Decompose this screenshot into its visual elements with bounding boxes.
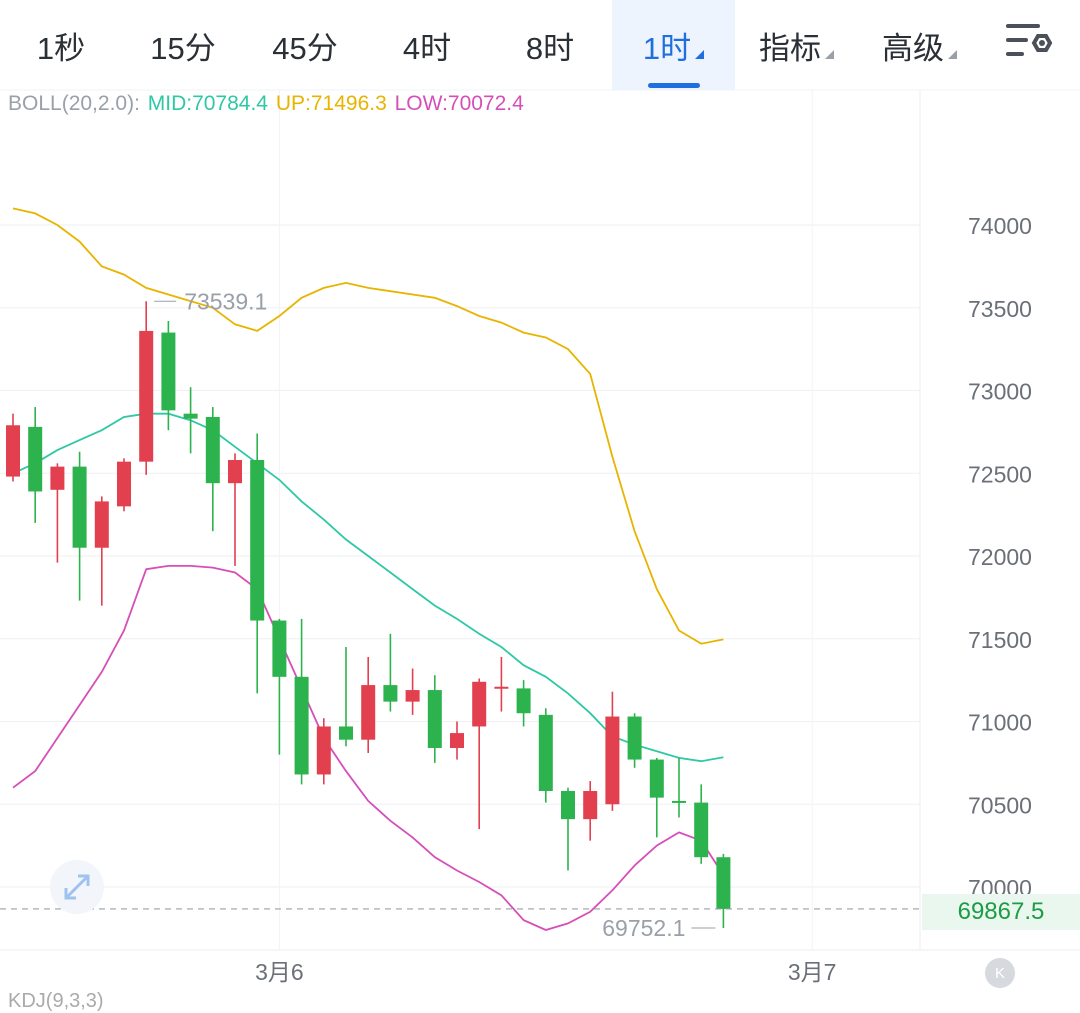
candle-body [272,620,287,677]
candle-body [250,460,265,621]
candles [6,301,731,929]
boll-up-line [12,207,724,645]
chart-grid [0,89,1080,951]
y-tick-label: 73000 [968,379,1032,405]
x-tick-label: 3月7 [788,959,837,985]
candle-body [405,690,420,702]
candle-body [316,726,331,775]
max-price-label: 73539.1 [184,288,267,314]
current-price-tag: 69867.5 [922,894,1080,930]
boll-bands [12,207,725,931]
boll-indicator-readout: BOLL(20,2.0): MID:70784.4 UP:71496.3 LOW… [8,92,526,116]
boll-up-value: UP:71496.3 [275,92,387,115]
candle-body [472,681,487,727]
y-tick-label: 72500 [968,461,1032,487]
y-tick-label: 74000 [968,213,1032,239]
candle-body [583,791,598,820]
candle-body [161,332,176,411]
y-tick-label: 72000 [968,544,1032,570]
k-button[interactable]: K [985,958,1015,988]
candle-body [94,501,109,548]
candle-body [427,690,442,748]
candle-body [649,759,664,798]
candle-body [72,466,87,548]
candle-body [494,686,509,689]
tab-6[interactable]: 指标 [735,0,858,90]
candle-body [450,733,464,748]
chart-labels: 73539.1 69752.1 [0,288,920,941]
candle-body [672,800,686,803]
tab-1[interactable]: 15分 [122,0,244,90]
tab-label: 1秒 [36,30,86,66]
dropdown-triangle-icon [825,49,834,59]
chart-settings-button[interactable] [1000,18,1056,68]
candle-body [294,676,309,775]
boll-mid-line [12,412,724,763]
candle-body [183,413,198,419]
y-tick-label: 71000 [968,710,1032,736]
tab-7[interactable]: 高级 [858,0,981,90]
tab-2[interactable]: 45分 [244,0,366,90]
boll-name: BOLL(20,2.0): [8,92,140,115]
boll-low-value: LOW:70072.4 [394,92,524,115]
candle-body [50,466,65,490]
candle-body [28,426,43,492]
y-tick-label: 70500 [968,792,1032,818]
tab-label: 高级 [882,30,944,66]
tab-0[interactable]: 1秒 [0,0,122,90]
candle-body [339,726,353,740]
candle-body [694,802,709,858]
candle-body [205,416,220,484]
candle-body [716,857,731,909]
tab-3[interactable]: 4时 [366,0,488,90]
candle-body [6,425,20,477]
candle-body [139,330,154,462]
candle-body [561,791,575,820]
tab-label: 45分 [272,30,338,66]
timeframe-tabbar: 1秒 15分 45分 4时 8时 1时 指标 高级 [0,0,1080,90]
tab-label: 8时 [525,30,575,66]
tab-label: 1时 [642,30,692,66]
tab-label: 指标 [759,30,821,66]
candle-body [627,716,642,760]
dropdown-triangle-icon [948,49,957,59]
tab-label: 15分 [150,30,216,66]
fullscreen-button[interactable] [50,860,104,914]
candle-body [516,688,531,714]
candle-body [605,716,620,805]
candle-body [383,685,398,702]
y-tick-label: 73500 [968,296,1032,322]
candle-body [228,460,242,484]
min-price-label: 69752.1 [602,915,685,941]
dropdown-triangle-icon [695,49,705,59]
candle-body [117,461,131,507]
active-tab-indicator [647,83,700,88]
boll-mid-value: MID:70784.4 [147,92,268,115]
chart-settings-icon [1006,24,1053,56]
tab-label: 4时 [402,30,452,66]
expand-icon [64,874,90,900]
x-tick-label: 3月6 [255,959,304,985]
boll-low-line [12,565,725,931]
tab-4[interactable]: 8时 [488,0,612,90]
candle-body [361,685,376,740]
sub-indicator-label: KDJ(9,3,3) [8,990,104,1012]
tab-5[interactable]: 1时 [612,0,735,90]
y-tick-label: 71500 [968,627,1032,653]
price-axis: 74000 73500 73000 72500 72000 71500 71000 70500… [255,213,1032,985]
candle-body [538,714,553,792]
